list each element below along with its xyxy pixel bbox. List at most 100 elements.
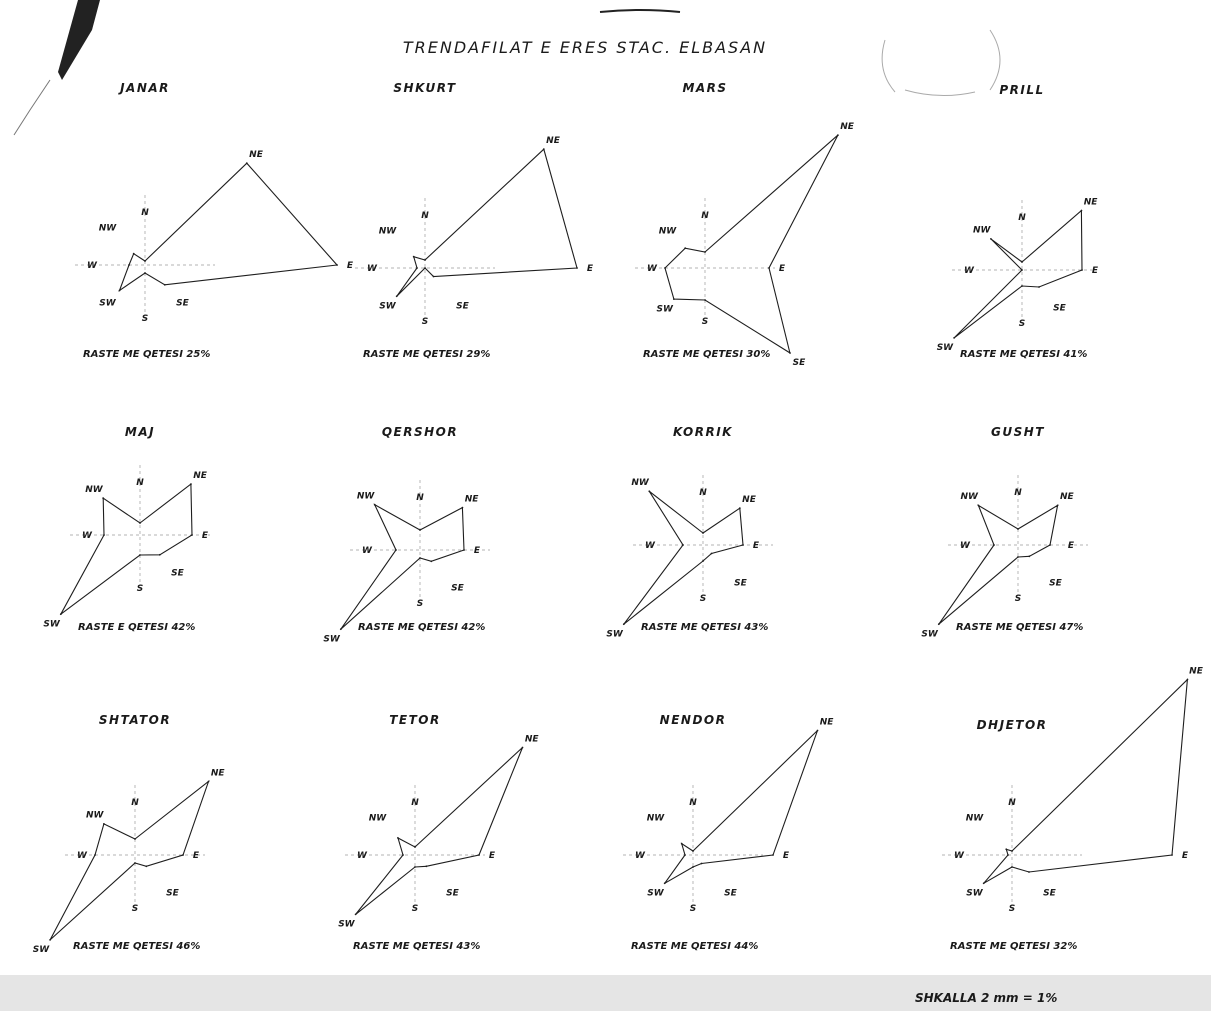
direction-label-e: E [779,264,786,274]
direction-label-se: SE [1053,304,1066,314]
direction-label-se: SE [171,569,184,579]
direction-label-ne: NE [525,734,540,744]
rose-point-nw [1005,848,1008,851]
rose-point-nw [680,842,683,845]
calm-label: RASTE ME QETESI 42% [358,622,485,633]
rose-point-se [1038,286,1040,288]
calm-label: RASTE ME QETESI 47% [956,622,1083,633]
direction-label-e: E [1092,266,1099,276]
rose-point-nw [412,255,415,258]
direction-label-w: W [357,851,368,861]
direction-label-w: W [964,266,975,276]
rose-point-e [1081,269,1083,271]
rose-point-s [414,866,416,868]
direction-label-n: N [131,798,139,808]
month-title: TETOR [389,713,441,727]
wind-rose-prill: N NE E SE S SW W NW PRILL RASTE ME QETESI 41% [937,83,1099,360]
direction-label-nw: NW [647,814,666,824]
rose-point-se [789,352,791,354]
rose-point-sw [354,913,357,916]
wind-rose-dhjetor: N NE E SE S SW W NW DHJETOR RASTE ME QETESI 32% [942,666,1204,952]
rose-point-n [692,850,694,852]
direction-label-e: E [1068,541,1075,551]
direction-label-se: SE [724,889,737,899]
rose-point-ne [1056,504,1059,507]
wind-rose-maj: N NE E SE S SW W NW MAJ RASTE E QETESI 42% [43,425,210,633]
direction-label-w: W [645,541,656,551]
scan-shadow-top [599,9,681,13]
rose-point-s [692,866,694,868]
calm-label: RASTE E QETESI 42% [78,622,195,633]
direction-label-se: SE [456,302,469,312]
rose-point-se [432,275,435,278]
direction-label-sw: SW [647,889,664,899]
rose-point-n [702,532,704,534]
direction-label-sw: SW [606,629,623,639]
direction-label-ne: NE [193,471,208,481]
direction-label-s: S [137,584,143,594]
rose-point-se [163,283,166,286]
rose-point-ne [245,162,248,165]
scan-bottom-smudge [0,975,1211,1011]
direction-label-sw: SW [338,920,355,930]
direction-label-sw: SW [43,619,60,629]
direction-label-ne: NE [211,768,226,778]
direction-label-s: S [1019,319,1025,329]
rose-point-ne [190,483,192,485]
rose-point-sw [673,298,675,300]
rose-point-se [1028,555,1031,558]
direction-label-n: N [141,208,149,218]
direction-label-sw: SW [99,299,116,309]
direction-label-e: E [193,851,200,861]
rose-point-se [145,865,148,868]
wind-rose-janar: N NE E SE S SW W NW JANAR RASTE ME QETESI 25% [75,81,354,360]
month-title: GUSHT [991,425,1045,439]
rose-polygon [355,747,524,915]
chart-title: TRENDAFILAT E ERES STAC. ELBASAN [403,38,767,57]
direction-label-ne: NE [820,717,835,727]
rose-point-n [139,522,141,524]
rose-point-ne [521,746,524,749]
month-title: DHJETOR [977,718,1048,732]
rose-point-s [419,557,421,559]
rose-point-n [419,529,421,531]
rose-polygon [664,134,839,355]
direction-label-sw: SW [379,302,396,312]
rose-point-sw [663,882,666,885]
direction-label-nw: NW [966,814,985,824]
rose-point-w [1021,269,1023,271]
rose-point-ne [738,507,741,510]
direction-label-s: S [690,904,696,914]
rose-point-se [1028,871,1030,873]
direction-label-sw: SW [937,343,954,353]
rose-point-w [684,854,686,856]
calm-label: RASTE ME QETESI 30% [643,349,770,360]
rose-point-w [402,854,404,856]
direction-label-sw: SW [33,945,50,955]
direction-label-e: E [474,546,481,556]
rose-polygon [60,483,193,615]
direction-label-s: S [1015,594,1021,604]
month-title: KORRIK [673,425,733,439]
calm-label: RASTE ME QETESI 41% [960,349,1087,360]
rose-point-sw [937,623,940,626]
direction-label-n: N [1008,798,1016,808]
direction-label-nw: NW [85,485,104,495]
rose-point-n [414,846,416,848]
direction-label-se: SE [446,889,459,899]
direction-label-e: E [753,541,760,551]
rose-polygon [49,779,210,941]
wind-rose-tetor: N NE E SE S SW W NW TETOR RASTE ME QETESI 43% [338,713,539,952]
direction-label-e: E [587,264,594,274]
direction-label-w: W [954,851,965,861]
rose-point-se [710,552,713,555]
direction-label-ne: NE [840,122,855,132]
rose-polygon [938,504,1059,625]
rose-point-sw [953,337,955,339]
direction-label-se: SE [1043,889,1056,899]
rose-point-sw [395,295,398,298]
rose-point-ne [1186,678,1189,681]
rose-point-nw [648,490,651,493]
